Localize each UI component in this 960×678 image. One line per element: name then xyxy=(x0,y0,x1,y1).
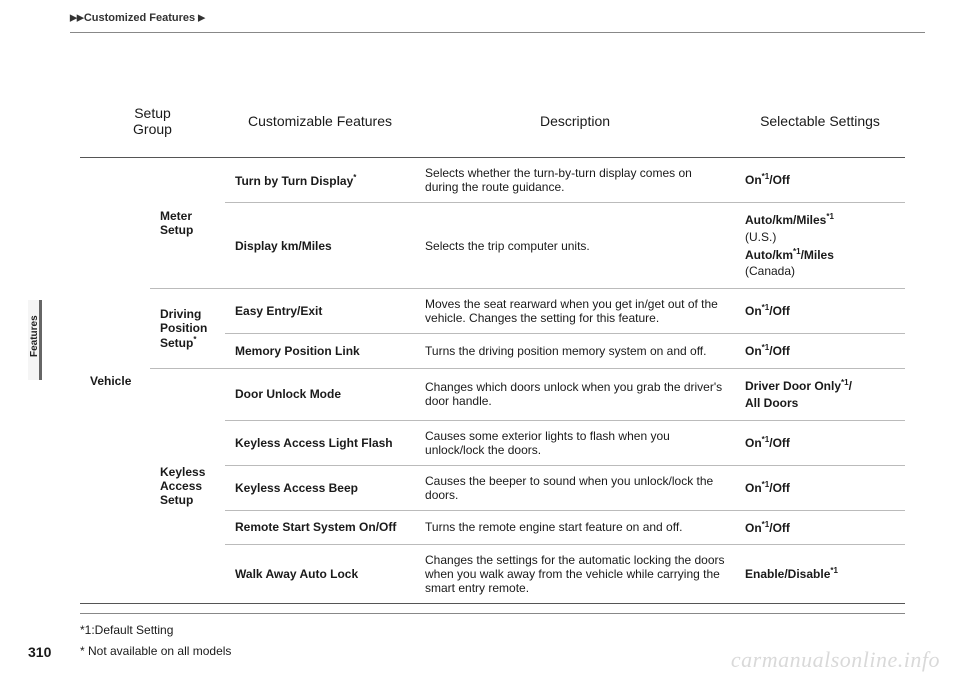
table-row: Keyless Access Setup Door Unlock Mode Ch… xyxy=(80,368,905,420)
table-row: Driving Position Setup* Easy Entry/Exit … xyxy=(80,289,905,334)
feature-label: Keyless Access Beep xyxy=(225,465,415,510)
breadcrumb-text: Customized Features xyxy=(84,12,195,24)
feature-label: Walk Away Auto Lock xyxy=(225,545,415,604)
feature-description: Selects the trip computer units. xyxy=(415,203,735,289)
feature-description: Selects whether the turn-by-turn display… xyxy=(415,158,735,203)
breadcrumb: ▶▶Customized Features ▶ xyxy=(70,12,205,24)
feature-description: Changes which doors unlock when you grab… xyxy=(415,368,735,420)
header-divider xyxy=(70,32,925,33)
feature-settings: On*1/Off xyxy=(735,158,905,203)
settings-table: Setup Group Customizable Features Descri… xyxy=(80,95,905,604)
subgroup-keyless: Keyless Access Setup xyxy=(150,368,225,603)
header-settings: Selectable Settings xyxy=(735,95,905,158)
feature-settings: On*1/Off xyxy=(735,465,905,510)
feature-label: Display km/Miles xyxy=(225,203,415,289)
footnote-default: *1:Default Setting xyxy=(80,613,905,642)
feature-description: Causes the beeper to sound when you unlo… xyxy=(415,465,735,510)
feature-description: Turns the remote engine start feature on… xyxy=(415,510,735,545)
feature-settings: On*1/Off xyxy=(735,420,905,465)
feature-settings: On*1/Off xyxy=(735,510,905,545)
side-tab-features: Features xyxy=(28,300,42,380)
chevron-right-icon: ▶ xyxy=(70,13,77,23)
feature-description: Turns the driving position memory system… xyxy=(415,334,735,369)
feature-label: Door Unlock Mode xyxy=(225,368,415,420)
table-header-row: Setup Group Customizable Features Descri… xyxy=(80,95,905,158)
header-group: Setup Group xyxy=(80,95,225,158)
feature-settings: Driver Door Only*1/All Doors xyxy=(735,368,905,420)
feature-label: Easy Entry/Exit xyxy=(225,289,415,334)
feature-label: Memory Position Link xyxy=(225,334,415,369)
feature-description: Causes some exterior lights to flash whe… xyxy=(415,420,735,465)
header-features: Customizable Features xyxy=(225,95,415,158)
feature-settings: On*1/Off xyxy=(735,334,905,369)
watermark: carmanualsonline.info xyxy=(731,647,940,673)
feature-label: Keyless Access Light Flash xyxy=(225,420,415,465)
feature-label: Turn by Turn Display* xyxy=(225,158,415,203)
feature-description: Moves the seat rearward when you get in/… xyxy=(415,289,735,334)
feature-settings: Auto/km/Miles*1(U.S.)Auto/km*1/Miles(Can… xyxy=(735,203,905,289)
feature-settings: On*1/Off xyxy=(735,289,905,334)
header-description: Description xyxy=(415,95,735,158)
feature-description: Changes the settings for the automatic l… xyxy=(415,545,735,604)
chevron-right-icon: ▶ xyxy=(77,13,84,23)
feature-label: Remote Start System On/Off xyxy=(225,510,415,545)
group-vehicle: Vehicle xyxy=(80,158,150,604)
subgroup-meter: Meter Setup xyxy=(150,158,225,289)
feature-settings: Enable/Disable*1 xyxy=(735,545,905,604)
chevron-right-icon: ▶ xyxy=(198,13,205,23)
table-row: Vehicle Meter Setup Turn by Turn Display… xyxy=(80,158,905,203)
page-number: 310 xyxy=(28,644,51,660)
subgroup-driving: Driving Position Setup* xyxy=(150,289,225,369)
